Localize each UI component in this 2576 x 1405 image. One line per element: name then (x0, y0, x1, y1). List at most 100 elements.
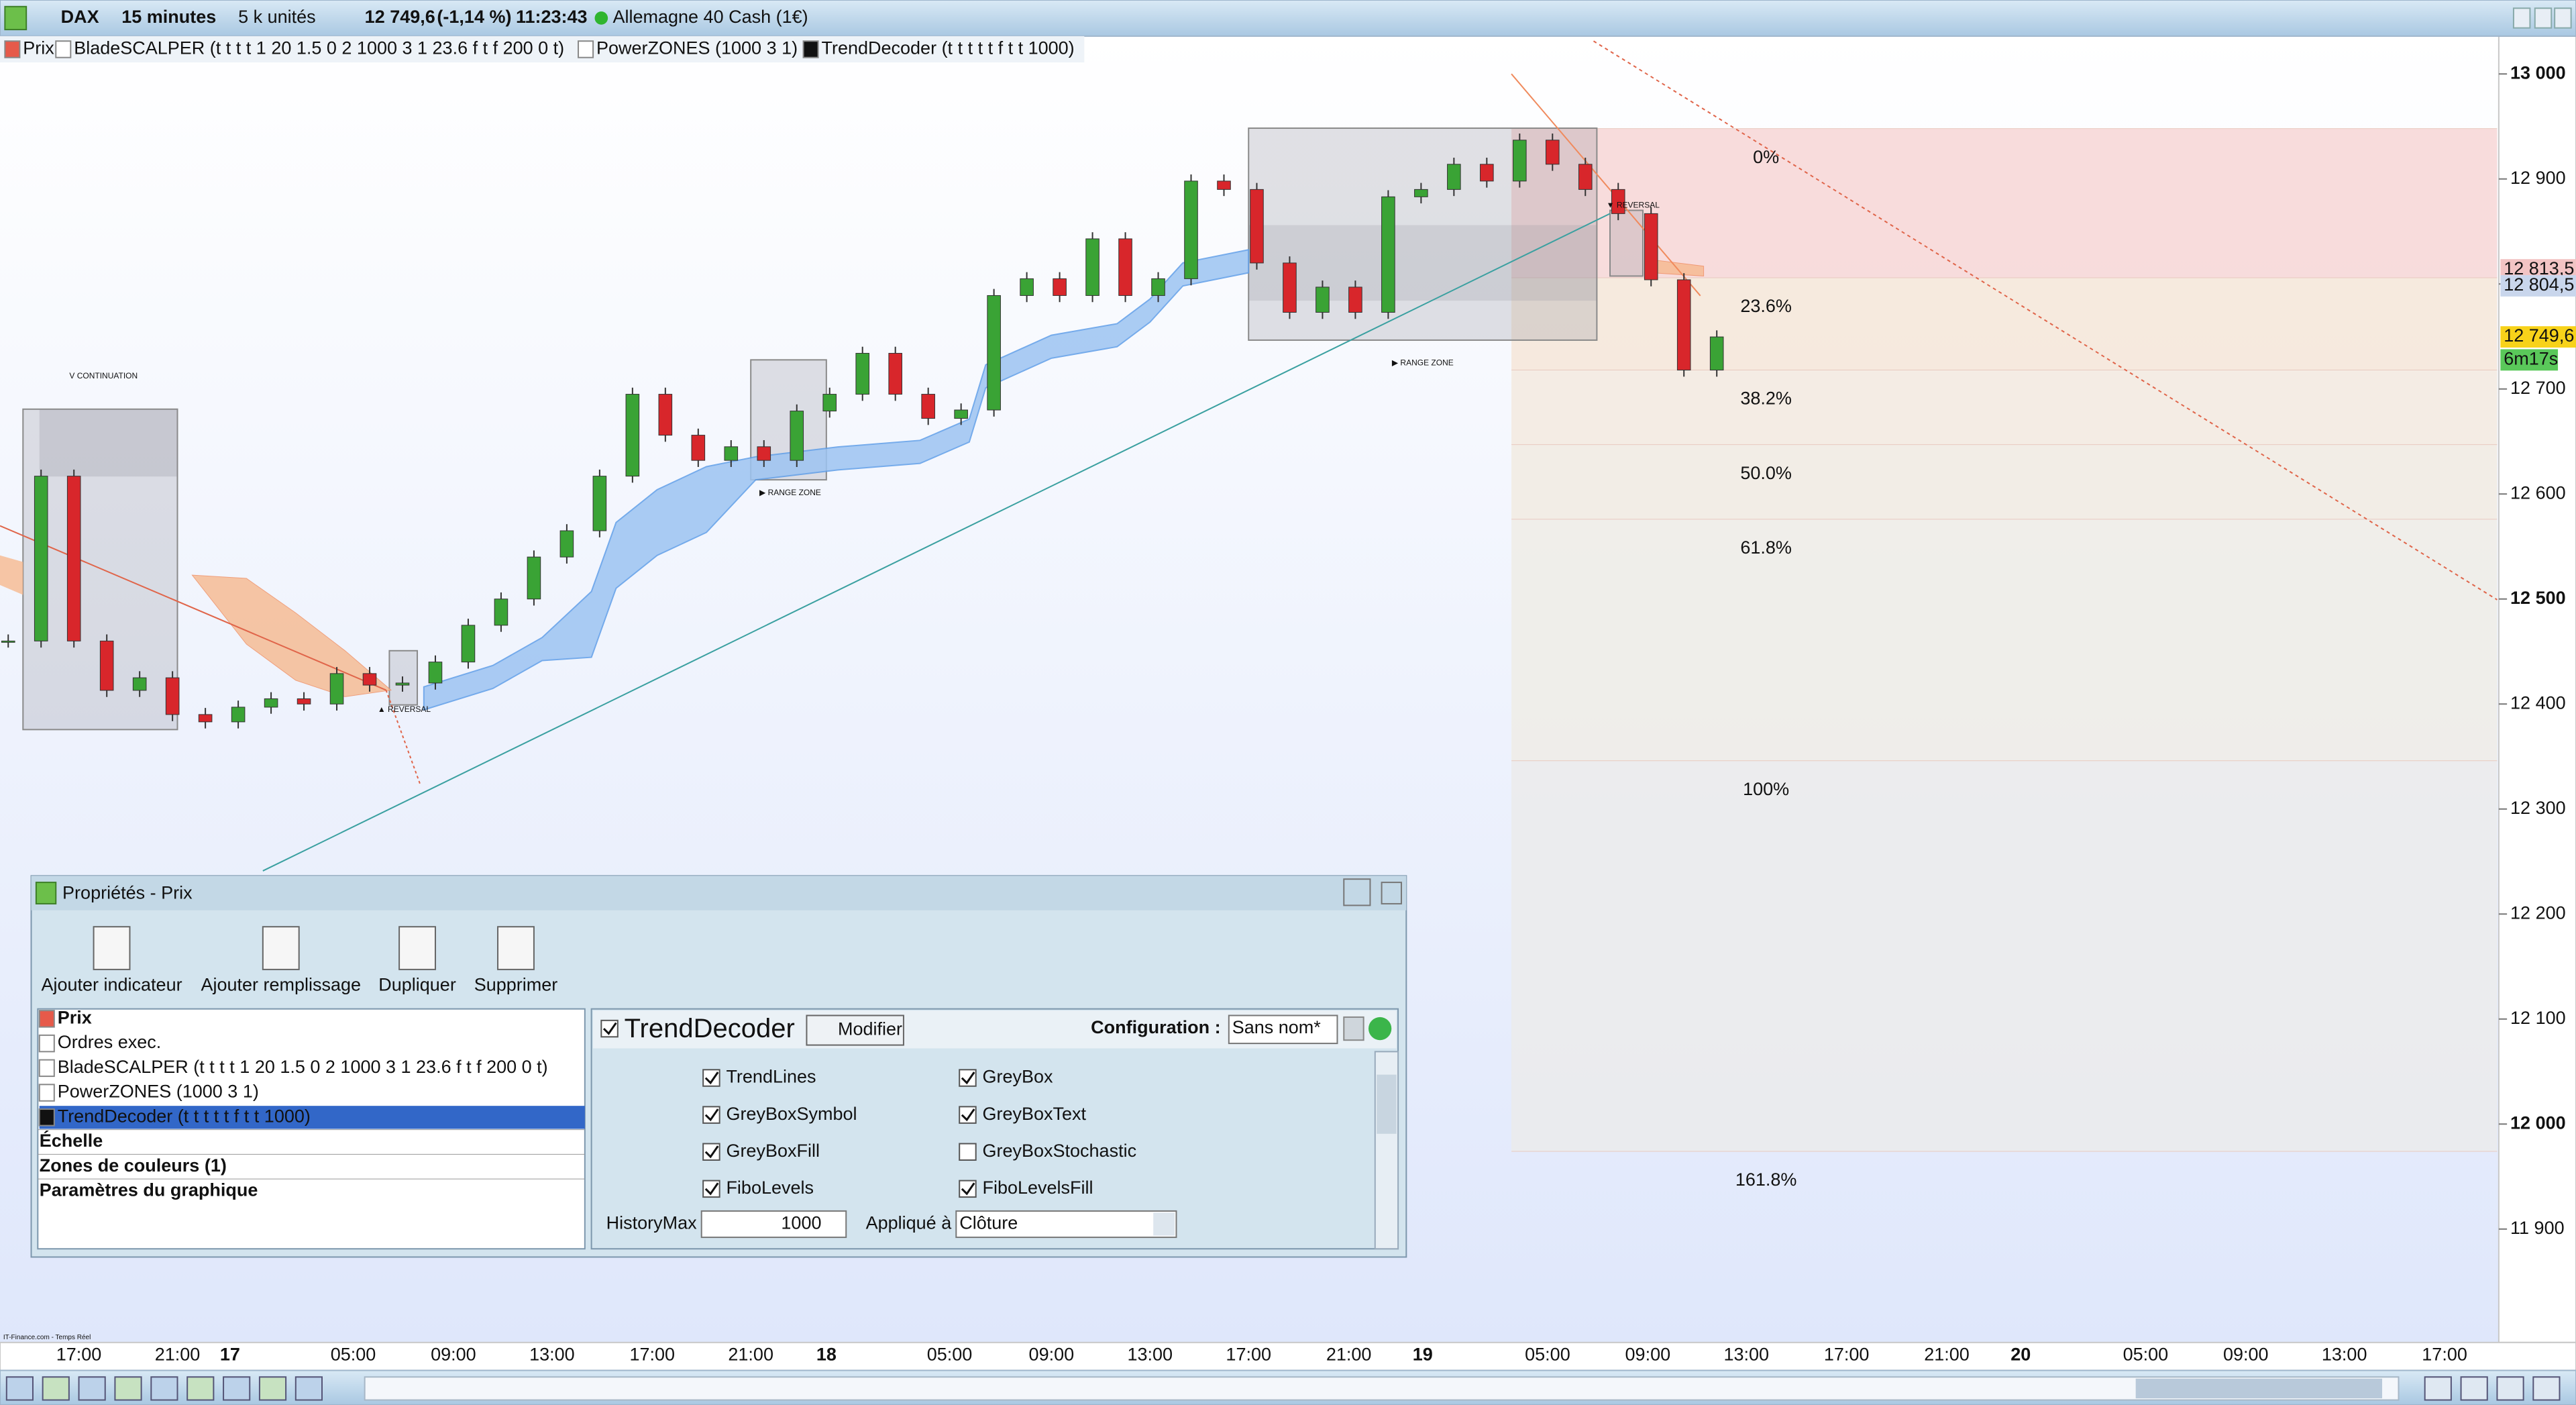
fibo-zone (1511, 277, 2498, 370)
trend-line (262, 213, 1611, 872)
indicator-swatch (55, 40, 72, 58)
tree-item[interactable]: PowerZONES (1000 3 1) (58, 1082, 259, 1102)
history-input[interactable] (700, 1210, 847, 1239)
y-tick-label: 12 500 (2510, 588, 2566, 608)
add-icon[interactable] (1368, 1017, 1392, 1041)
dialog-button-icon[interactable] (93, 926, 131, 970)
candle (757, 446, 771, 461)
fibo-zone (1511, 128, 2498, 278)
toolbar-price: 12 749,6 (365, 7, 435, 27)
tool-icon[interactable] (258, 1376, 287, 1401)
option-label[interactable]: GreyBoxSymbol (726, 1104, 857, 1124)
check-mark (961, 1072, 975, 1085)
fibo-label: 38.2% (1740, 388, 1792, 409)
candle (231, 707, 246, 723)
candle (1085, 238, 1099, 296)
tree-item[interactable]: Ordres exec. (58, 1032, 162, 1052)
option-label[interactable]: GreyBox (982, 1067, 1053, 1087)
tree-item[interactable]: Paramètres du graphique (40, 1180, 258, 1200)
config-select[interactable] (1228, 1014, 1338, 1045)
dialog-button-icon[interactable] (497, 926, 535, 970)
dialog-close[interactable] (1381, 882, 1402, 904)
dialog-tool[interactable] (1343, 878, 1371, 906)
x-tick-label: 19 (1413, 1345, 1433, 1365)
tool-icon[interactable] (223, 1376, 251, 1401)
zoom-icon[interactable] (2424, 1376, 2452, 1401)
candle (1250, 189, 1264, 264)
tree-item[interactable]: Échelle (40, 1130, 103, 1151)
candle (625, 394, 640, 477)
config-value[interactable]: Sans nom* (1232, 1017, 1322, 1037)
dialog-button-label[interactable]: Supprimer (474, 975, 558, 995)
candle (1578, 164, 1593, 190)
y-tick-label: 12 900 (2510, 168, 2566, 188)
history-value[interactable]: 1000 (781, 1213, 821, 1233)
dialog-button-icon[interactable] (262, 926, 300, 970)
annotation: V CONTINUATION (69, 371, 138, 380)
x-tick-label: 21:00 (1924, 1345, 1970, 1365)
dialog-button-label[interactable]: Ajouter indicateur (41, 975, 182, 995)
candle (1053, 278, 1067, 296)
zoom-icon[interactable] (2496, 1376, 2524, 1401)
tool-icon[interactable] (42, 1376, 70, 1401)
indicator-label[interactable]: BladeSCALPER (t t t t 1 20 1.5 0 2 1000 … (74, 38, 564, 58)
modify-label[interactable]: Modifier (838, 1019, 902, 1039)
candle (658, 394, 673, 436)
toolbar-interval[interactable]: 15 minutes (121, 7, 216, 27)
tree-item[interactable]: BladeSCALPER (t t t t 1 20 1.5 0 2 1000 … (58, 1057, 548, 1077)
x-tick-label: 09:00 (2223, 1345, 2269, 1365)
scalper-cloud (0, 555, 23, 595)
top-toolbar (0, 0, 2576, 37)
applied-value[interactable]: Clôture (959, 1213, 1018, 1233)
option-label[interactable]: FiboLevels (726, 1178, 814, 1198)
toolbar-symbol[interactable]: DAX (61, 7, 99, 27)
x-tick-label: 13:00 (2322, 1345, 2367, 1365)
dialog-button-label[interactable]: Ajouter remplissage (201, 975, 361, 995)
dialog-button-icon[interactable] (398, 926, 436, 970)
option-label[interactable]: TrendLines (726, 1067, 816, 1087)
x-tick-label: 13:00 (529, 1345, 575, 1365)
candle (428, 662, 443, 684)
grey-box (388, 649, 419, 706)
tool-icon[interactable] (114, 1376, 142, 1401)
modify-button[interactable] (806, 1014, 904, 1046)
annotation: ▶ RANGE ZONE (759, 488, 821, 497)
indicator-label[interactable]: PowerZONES (1000 3 1) (596, 38, 798, 58)
y-tick-label: 12 000 (2510, 1112, 2566, 1133)
save-icon[interactable] (1343, 1016, 1364, 1041)
candle (66, 476, 81, 641)
tool-icon[interactable] (186, 1376, 215, 1401)
tool-icon[interactable] (5, 1376, 34, 1401)
option-label[interactable]: GreyBoxFill (726, 1141, 820, 1161)
option-label[interactable]: GreyBoxText (982, 1104, 1086, 1124)
applied-select[interactable] (955, 1210, 1177, 1239)
option-label[interactable]: GreyBoxStochastic (982, 1141, 1136, 1161)
dialog-button-label[interactable]: Dupliquer (378, 975, 456, 995)
zoom-icon[interactable] (2460, 1376, 2488, 1401)
tool-icon[interactable] (294, 1376, 323, 1401)
applied-arrow[interactable] (1153, 1212, 1175, 1236)
option-checkbox[interactable] (959, 1143, 977, 1161)
window-button[interactable] (2534, 7, 2553, 29)
zoom-icon[interactable] (2532, 1376, 2561, 1401)
indicator-label[interactable]: TrendDecoder (t t t t t f t t 1000) (821, 38, 1074, 58)
fibo-label: 0% (1753, 147, 1779, 167)
y-tick-label: 11 900 (2510, 1218, 2565, 1238)
tree-item[interactable]: Prix (58, 1007, 92, 1027)
tool-icon[interactable] (78, 1376, 106, 1401)
tool-icon[interactable] (150, 1376, 178, 1401)
fibo-zone (1511, 519, 2498, 761)
tree-swatch (38, 1084, 55, 1102)
window-button[interactable] (2512, 7, 2531, 29)
window-button[interactable] (2554, 7, 2572, 29)
candle (1513, 140, 1527, 182)
indicator-label[interactable]: Prix (23, 38, 54, 58)
toolbar-units[interactable]: 5 k unités (238, 7, 316, 27)
tree-item[interactable]: TrendDecoder (t t t t t f t t 1000) (58, 1106, 311, 1126)
tree-swatch (38, 1108, 55, 1127)
tree-item[interactable]: Zones de couleurs (1) (40, 1155, 227, 1176)
option-label[interactable]: FiboLevelsFill (982, 1178, 1093, 1198)
check-mark (704, 1182, 719, 1196)
grey-box-inner (1248, 225, 1597, 301)
candle (132, 677, 147, 691)
